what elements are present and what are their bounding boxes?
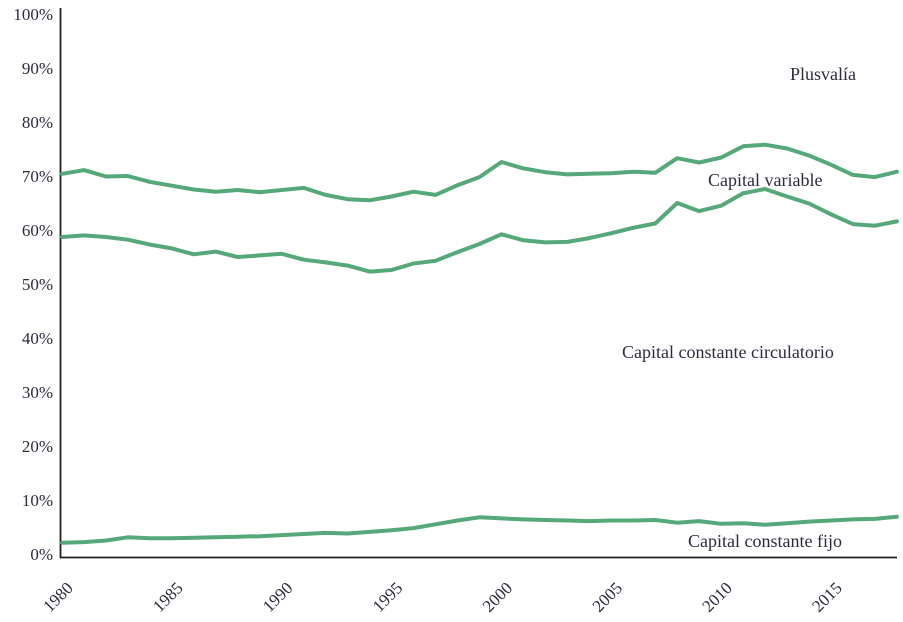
x-tick-label: 2000 (479, 578, 516, 615)
x-tick-label: 1985 (149, 578, 186, 615)
x-tick-label: 2015 (808, 578, 845, 615)
x-tick-label: 2010 (698, 578, 735, 615)
series-line-upper-boundary-below-plusvalia (60, 142, 899, 203)
y-tick-label: 0% (30, 545, 53, 564)
annotation-label-0: Plusvalía (790, 64, 856, 84)
annotation-label-3: Capital constante fijo (688, 531, 842, 551)
series-line-lower-boundary-capital-constante-fijo (60, 514, 899, 545)
annotation-label-2: Capital constante circulatorio (622, 342, 834, 362)
y-tick-label: 10% (22, 491, 53, 510)
x-tick-label: 1980 (39, 578, 76, 615)
y-tick-label: 50% (22, 275, 53, 294)
y-tick-label: 70% (22, 167, 53, 186)
y-tick-label: 100% (13, 5, 53, 24)
y-tick-label: 80% (22, 113, 53, 132)
series-line-middle-boundary-capital-variable-bottom (60, 187, 899, 274)
y-tick-label: 90% (22, 59, 53, 78)
y-tick-label: 40% (22, 329, 53, 348)
y-tick-label: 30% (22, 383, 53, 402)
x-tick-label: 2005 (589, 578, 626, 615)
x-tick-label: 1990 (259, 578, 296, 615)
annotation-label-1: Capital variable (708, 170, 822, 190)
y-tick-label: 60% (22, 221, 53, 240)
y-tick-label: 20% (22, 437, 53, 456)
x-tick-label: 1995 (369, 578, 406, 615)
